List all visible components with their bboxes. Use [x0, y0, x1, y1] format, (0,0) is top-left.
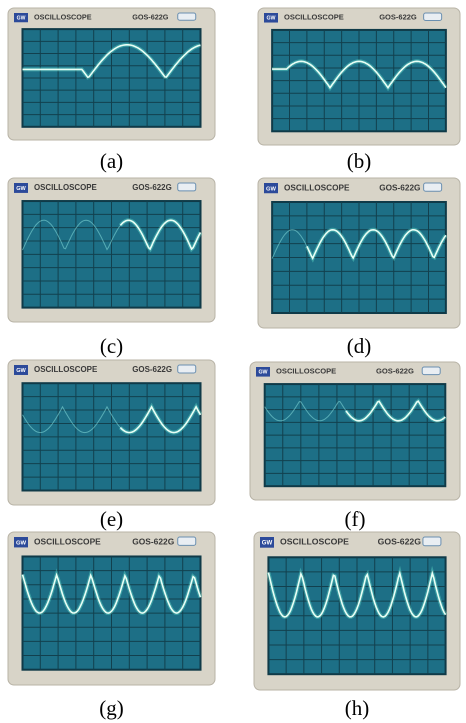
scope-photo: GW OSCILLOSCOPE GOS-622G: [7, 531, 216, 686]
scope-title: OSCILLOSCOPE: [34, 12, 92, 21]
scope-title: OSCILLOSCOPE: [34, 536, 101, 546]
scope-title: OSCILLOSCOPE: [276, 367, 336, 376]
logo: GW: [262, 540, 273, 547]
scope-model: GOS-622G: [132, 365, 172, 374]
scope-photo: GW OSCILLOSCOPE GOS-622G: [7, 359, 216, 506]
trace: [119, 405, 202, 434]
trace-faint: [271, 229, 308, 259]
power-badge: [177, 536, 197, 546]
scope-photo: GW OSCILLOSCOPE GOS-622G: [257, 177, 461, 329]
logo-badge: [264, 13, 278, 23]
trace: [306, 228, 447, 261]
logo: GW: [258, 370, 267, 376]
scope-model: GOS-622G: [376, 367, 414, 376]
panel-label: (d): [347, 334, 372, 358]
trace: [345, 399, 446, 422]
panel-label: (e): [100, 507, 123, 531]
scope-title: OSCILLOSCOPE: [34, 183, 97, 192]
trace: [267, 570, 447, 618]
logo-badge: [14, 365, 28, 375]
logo: GW: [266, 16, 275, 22]
trace: [22, 44, 201, 79]
scope-model: GOS-622G: [132, 12, 169, 21]
trace-faint: [22, 405, 121, 434]
trace: [21, 572, 202, 614]
logo-badge: [14, 537, 28, 548]
power-badge: [422, 536, 442, 547]
scope-model: GOS-622G: [378, 537, 422, 547]
power-badge: [177, 364, 197, 374]
panel-label: (g): [99, 696, 124, 720]
panel-label: (a): [100, 149, 123, 173]
logo-badge: [256, 367, 270, 377]
logo-badge: [14, 183, 28, 193]
scope-photo: GW OSCILLOSCOPE GOS-622G: [7, 177, 216, 323]
scope-title: OSCILLOSCOPE: [280, 537, 349, 547]
logo: GW: [16, 368, 26, 374]
logo: GW: [16, 540, 27, 546]
power-badge: [421, 366, 441, 376]
power-badge: [423, 182, 443, 192]
scope-model: GOS-622G: [132, 183, 172, 192]
trace-faint: [264, 400, 347, 422]
trace: [272, 60, 447, 90]
power-badge: [423, 12, 443, 22]
power-badge: [177, 12, 197, 21]
scope-model: GOS-622G: [132, 536, 175, 546]
scope-model: GOS-622G: [379, 183, 420, 192]
scope-photo: GW OSCILLOSCOPE GOS-622G: [257, 7, 461, 146]
scope-model: GOS-622G: [379, 13, 417, 22]
scope-photo: GW OSCILLOSCOPE GOS-622G: [249, 361, 461, 501]
panel-label: (c): [100, 334, 123, 358]
scope-photo: GW OSCILLOSCOPE GOS-622G: [7, 7, 216, 141]
trace: [119, 219, 202, 251]
panel-label: (f): [345, 507, 366, 531]
scope-title: OSCILLOSCOPE: [284, 183, 350, 192]
trace-faint: [22, 219, 121, 251]
logo-badge: [260, 537, 274, 548]
logo: GW: [266, 186, 276, 192]
panel-label: (h): [345, 696, 370, 720]
panel-label: (b): [347, 149, 372, 173]
scope-title: OSCILLOSCOPE: [284, 13, 344, 22]
logo-badge: [264, 183, 278, 194]
logo: GW: [16, 186, 26, 192]
scope-title: OSCILLOSCOPE: [34, 365, 97, 374]
logo-badge: [14, 13, 28, 23]
scope-photo: GW OSCILLOSCOPE GOS-622G: [253, 531, 461, 691]
power-badge: [177, 182, 197, 192]
logo: GW: [17, 15, 26, 21]
